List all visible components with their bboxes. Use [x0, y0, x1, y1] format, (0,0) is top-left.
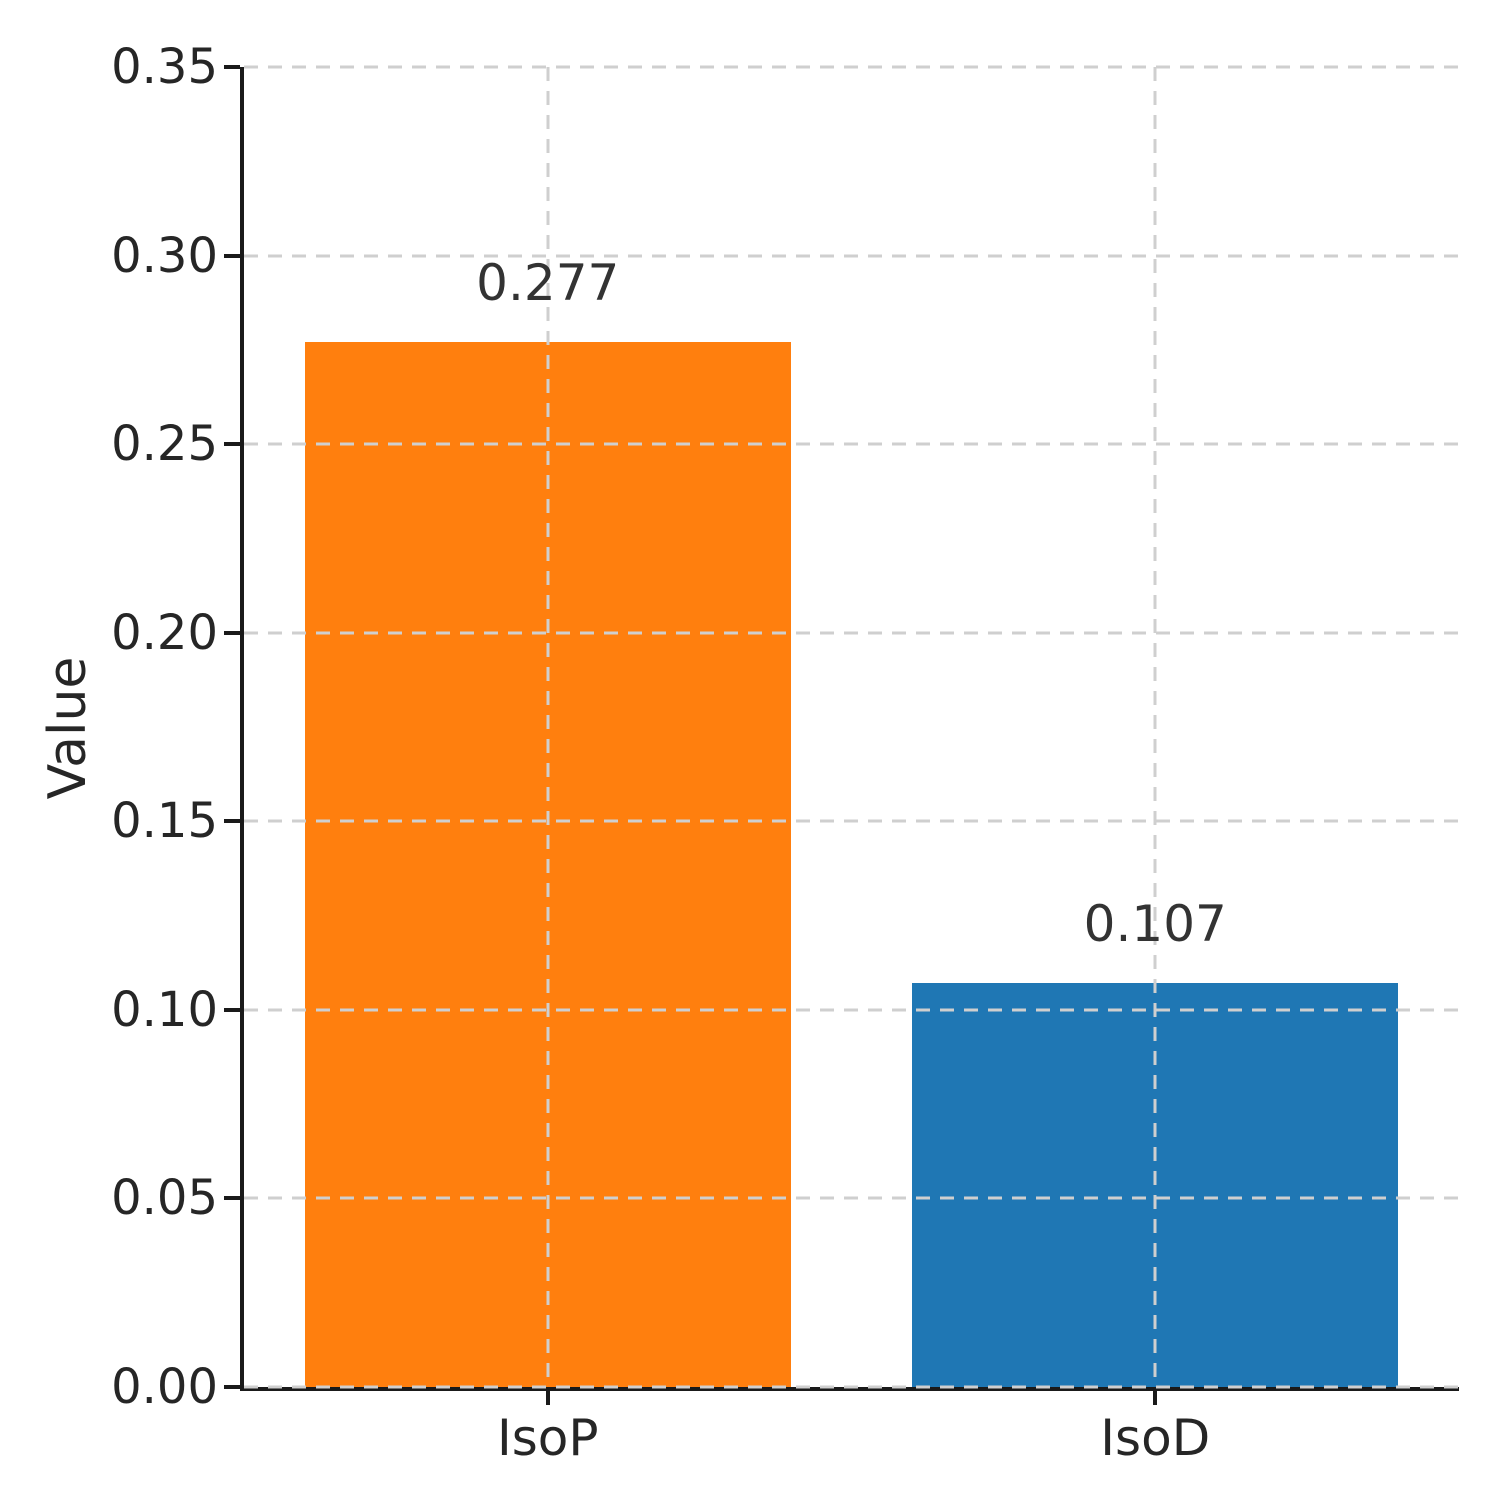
y-tick-label-0.25: 0.25 [111, 416, 218, 473]
y-tick-label-0.10: 0.10 [111, 981, 218, 1038]
bar-value-label-isop: 0.277 [476, 254, 620, 313]
y-tick-mark-0.05 [224, 1196, 240, 1201]
y-tick-label-0.15: 0.15 [111, 793, 218, 850]
h-gridline-0.35 [244, 65, 1459, 69]
y-tick-label-0.05: 0.05 [111, 1170, 218, 1227]
x-tick-label-isop: IsoP [496, 1409, 599, 1467]
y-tick-label-0.00: 0.00 [111, 1359, 218, 1415]
h-gridline-0.30 [244, 254, 1459, 258]
y-tick-mark-0.15 [224, 819, 240, 824]
y-tick-mark-0.10 [224, 1007, 240, 1012]
y-tick-mark-0.30 [224, 253, 240, 258]
x-tick-label-isod: IsoD [1100, 1409, 1211, 1467]
y-axis-title: Value [38, 656, 98, 800]
plot-area: 0.00 0.05 0.10 0.15 0.20 0.25 0.30 0.35 0.277 Iso… [111, 39, 1459, 1467]
bar-value-label-isod: 0.107 [1083, 895, 1227, 954]
x-tick-mark-isop [545, 1391, 550, 1405]
y-tick-label-0.30: 0.30 [111, 227, 218, 284]
bar-isop [304, 342, 791, 1387]
y-tick-mark-0.00 [224, 1385, 240, 1389]
y-tick-mark-0.35 [224, 65, 240, 69]
y-tick-label-0.20: 0.20 [111, 604, 218, 661]
bar-isod [912, 983, 1399, 1387]
y-tick-label-0.35: 0.35 [111, 39, 218, 95]
y-tick-mark-0.25 [224, 442, 240, 447]
y-tick-mark-0.20 [224, 630, 240, 635]
x-tick-mark-isod [1153, 1391, 1158, 1405]
